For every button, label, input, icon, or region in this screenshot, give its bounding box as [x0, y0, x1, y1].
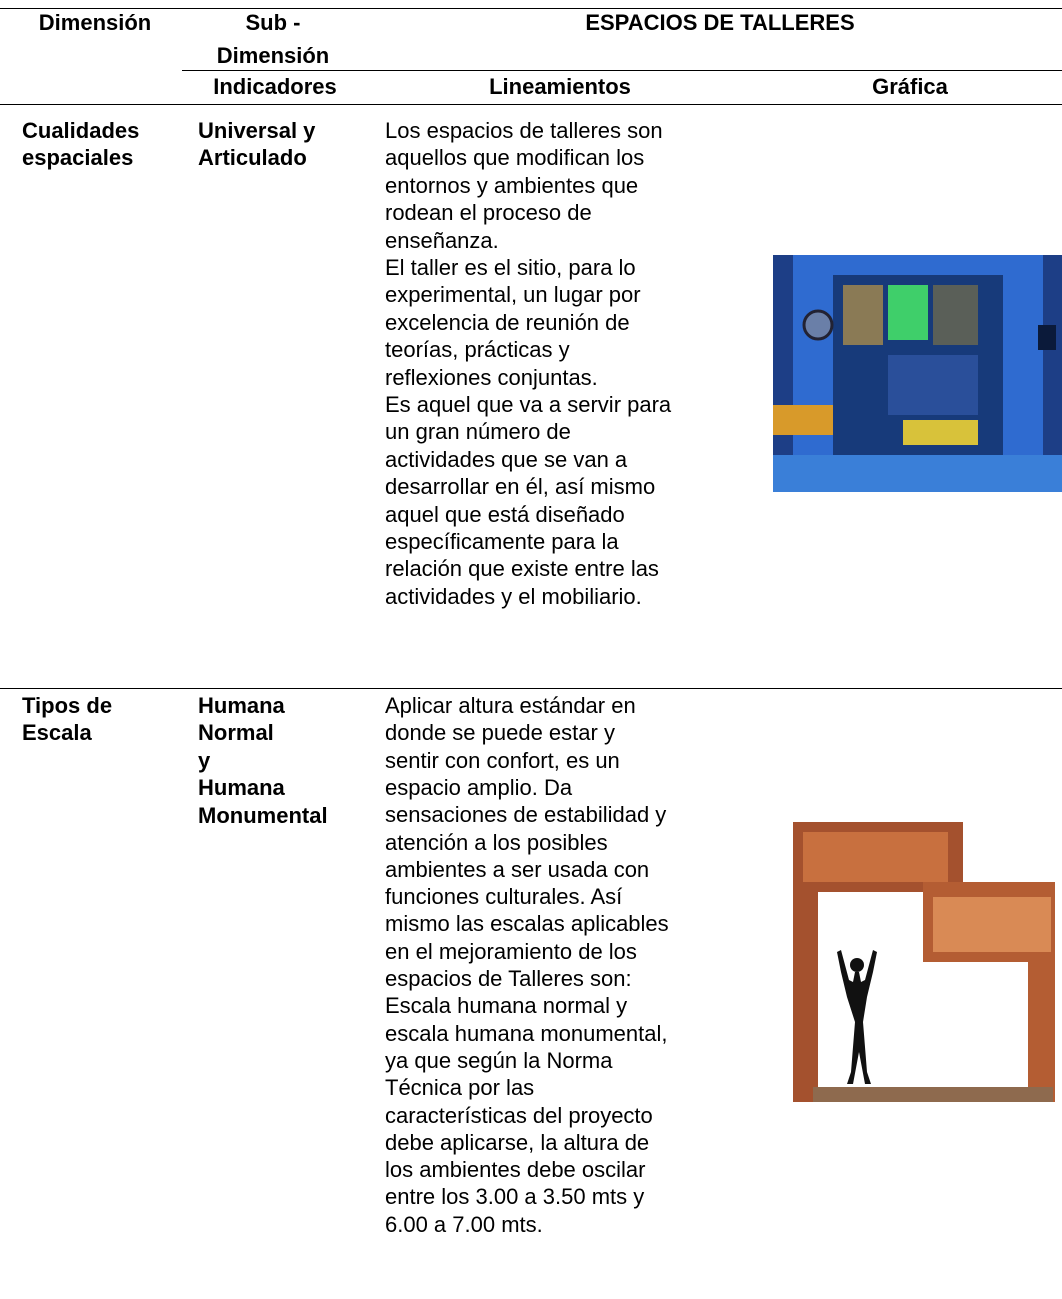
indicator-cell: Articulado [198, 145, 307, 171]
guideline-line: ya que según la Norma [385, 1047, 613, 1073]
guideline-line: espacio amplio. Da [385, 774, 573, 800]
header-cell: Dimensión [38, 10, 152, 35]
scale-image [793, 822, 1055, 1102]
dimension-cell: Tipos de [22, 693, 113, 718]
dimension-cell: Cualidades [22, 118, 140, 143]
dimension-cell: Escala [22, 720, 92, 746]
guideline-line: excelencia de reunión de [385, 309, 630, 335]
guideline-line: un gran número de [385, 419, 571, 445]
guideline-line: Escala humana normal y [385, 993, 628, 1019]
dimension-cell: espaciales [22, 145, 134, 171]
indicator-cell: Monumental [198, 802, 328, 828]
guideline-line: teorías, prácticas y [385, 337, 570, 363]
rule [182, 70, 1062, 71]
guideline-line: sentir con confort, es un [385, 747, 620, 773]
rule [0, 8, 1062, 9]
guideline-line: atención a los posibles [385, 829, 608, 855]
guideline-line: actividades que se van a [385, 446, 628, 472]
guideline-line: donde se puede estar y [385, 720, 615, 746]
guideline-line: actividades y el mobiliario. [385, 583, 642, 609]
indicator-cell: Humana [198, 693, 285, 718]
indicator-cell: Humana [198, 775, 285, 801]
guideline-line: debe aplicarse, la altura de [385, 1129, 650, 1155]
guideline-line: características del proyecto [385, 1102, 653, 1128]
guideline-line: enseñanza. [385, 227, 499, 253]
guideline-line: en el mejoramiento de los [385, 938, 637, 964]
indicator-cell: Normal [198, 720, 274, 746]
guideline-line: experimental, un lugar por [385, 282, 641, 308]
guideline-line: aquel que está diseñado [385, 501, 625, 527]
guideline-line: funciones culturales. Así [385, 884, 623, 910]
guideline-line: sensaciones de estabilidad y [385, 802, 667, 828]
rule [0, 104, 1062, 105]
header-cell: Sub - [245, 10, 301, 35]
guideline-line: Es aquel que va a servir para [385, 392, 672, 417]
header-cell: Indicadores [213, 74, 337, 99]
guideline-line: El taller es el sitio, para lo [385, 255, 636, 280]
rule [0, 688, 1062, 689]
guideline-line: rodean el proceso de [385, 200, 592, 226]
guideline-line: ambientes a ser usada con [385, 856, 650, 882]
header-cell: Dimensión [216, 43, 330, 68]
guideline-line: espacios de Talleres son: [385, 966, 632, 991]
header-cell: Lineamientos [489, 74, 631, 99]
guideline-line: entornos y ambientes que [385, 172, 639, 198]
guideline-line: aquellos que modifican los [385, 145, 645, 171]
workshop-image [773, 255, 1062, 492]
guideline-line: 6.00 a 7.00 mts. [385, 1211, 543, 1237]
guideline-line: Aplicar altura estándar en [385, 693, 636, 718]
header-title: ESPACIOS DE TALLERES [585, 10, 855, 35]
guideline-line: relación que existe entre las [385, 556, 659, 582]
header-cell: Gráfica [872, 74, 948, 99]
guideline-line: desarrollar en él, así mismo [385, 474, 656, 500]
guideline-line: Los espacios de talleres son [385, 118, 663, 143]
indicator-cell: y [198, 747, 211, 773]
guideline-line: entre los 3.00 a 3.50 mts y [385, 1184, 645, 1210]
guideline-line: los ambientes debe oscilar [385, 1157, 646, 1183]
guideline-line: mismo las escalas aplicables [385, 911, 669, 937]
guideline-line: Técnica por las [385, 1075, 535, 1101]
guideline-line: reflexiones conjuntas. [385, 364, 598, 390]
guideline-line: específicamente para la [385, 529, 619, 554]
indicator-cell: Universal y [198, 118, 316, 143]
guideline-line: escala humana monumental, [385, 1020, 668, 1046]
